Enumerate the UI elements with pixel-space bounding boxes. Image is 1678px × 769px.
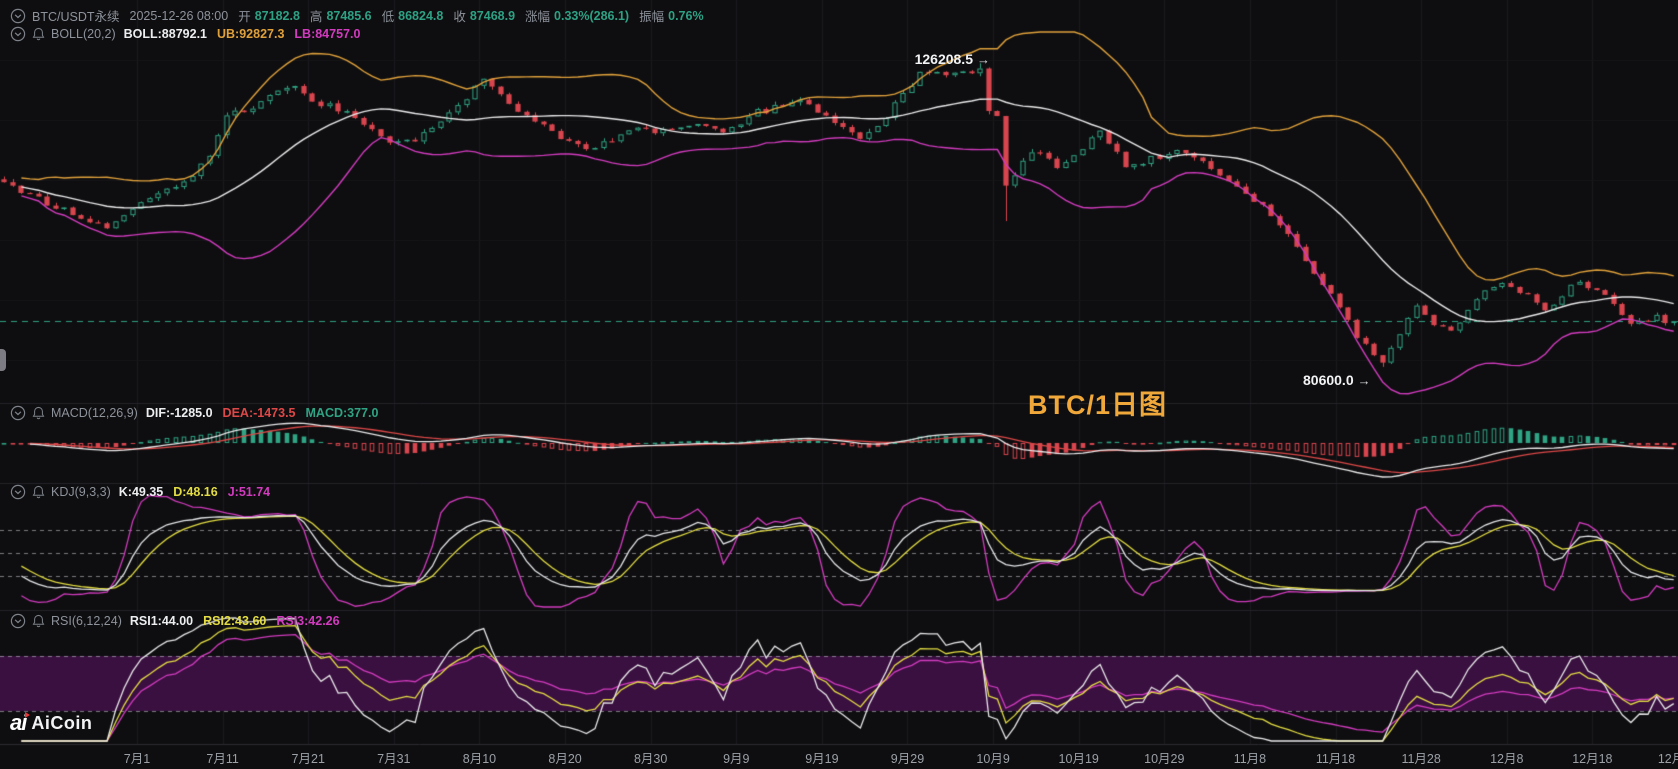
x-axis-label: 9月9 [723, 752, 750, 766]
x-axis-label: 11月28 [1401, 752, 1441, 766]
x-axis-label: 10月29 [1144, 752, 1185, 766]
rsi-header-row: RSI(6,12,24) RSI1:44.00 RSI2:43.60 RSI3:… [10, 613, 340, 629]
arrow-right-icon: → [977, 52, 990, 67]
x-axis-label: 10月19 [1058, 752, 1099, 766]
chart-watermark: BTC/1日图 [1028, 390, 1168, 420]
rsi3-value: RSI3:42.26 [276, 614, 340, 628]
logo-spark-icon [25, 712, 31, 718]
change-value: 0.33%(286.1) [554, 8, 630, 23]
kdj-name: KDJ(9,3,3) [51, 485, 111, 499]
x-axis-label: 11月18 [1315, 752, 1356, 766]
kdj-k-value: K:49.35 [118, 485, 164, 499]
change-label: 涨幅 [525, 10, 551, 24]
x-axis-label: 7月11 [206, 752, 239, 766]
alert-bell-icon[interactable] [32, 485, 45, 499]
x-axis-label: 9月19 [805, 752, 839, 766]
x-axis-label: 8月30 [633, 752, 668, 766]
x-axis-label: 7月31 [377, 752, 411, 766]
aicoin-logo: ai AiCoin [10, 710, 92, 736]
high-value: 87485.6 [326, 8, 372, 23]
collapse-chevron-icon[interactable] [10, 484, 26, 500]
x-axis-label: 7月1 [123, 752, 151, 766]
macd-dea-value: DEA:-1473.5 [222, 406, 296, 420]
candle-datetime: 2025-12-26 08:00 [129, 8, 229, 23]
collapse-chevron-icon[interactable] [10, 613, 26, 629]
high-label: 高 [309, 10, 323, 24]
x-axis-label: 9月29 [890, 752, 925, 766]
macd-name: MACD(12,26,9) [51, 406, 138, 420]
x-axis-label: 12月28 [1657, 752, 1678, 766]
alert-bell-icon[interactable] [32, 27, 45, 41]
x-axis-label: 8月20 [548, 752, 582, 766]
x-axis-label: 11月8 [1233, 752, 1267, 766]
boll-mid-value: BOLL:88792.1 [123, 27, 207, 41]
arrow-right-icon: → [1357, 373, 1371, 388]
symbol-name: BTC/USDT永续 [32, 10, 120, 24]
collapse-chevron-icon[interactable] [10, 405, 26, 421]
rsi2-value: RSI2:43.60 [203, 614, 267, 628]
boll-header-row: BOLL(20,2) BOLL:88792.1 UB:92827.3 LB:84… [10, 26, 360, 42]
low-value: 86824.8 [398, 8, 444, 23]
high-price-annotation: 126208.5 → [914, 51, 990, 67]
macd-dif-value: DIF:-1285.0 [145, 406, 213, 420]
boll-ub-value: UB:92827.3 [217, 27, 285, 41]
close-value: 87468.9 [469, 8, 516, 23]
low-label: 低 [381, 10, 395, 24]
x-axis-label: 12月8 [1490, 752, 1524, 766]
close-label: 收 [453, 10, 466, 24]
left-panel-handle[interactable] [0, 349, 6, 371]
x-axis-label: 10月9 [976, 752, 1010, 766]
x-axis-label: 12月18 [1572, 752, 1613, 766]
amplitude-value: 0.76% [668, 8, 704, 23]
open-label: 开 [238, 10, 251, 24]
low-price-annotation: 80600.0 → [1303, 372, 1371, 388]
macd-header-row: MACD(12,26,9) DIF:-1285.0 DEA:-1473.5 MA… [10, 405, 378, 421]
kdj-j-value: J:51.74 [227, 485, 271, 499]
aicoin-logo-mark: ai [10, 710, 31, 736]
aicoin-logo-text: AiCoin [31, 712, 93, 733]
alert-bell-icon[interactable] [32, 406, 45, 420]
x-axis-label: 7月21 [291, 752, 325, 766]
kdj-d-value: D:48.16 [173, 485, 218, 499]
macd-macd-value: MACD:377.0 [305, 406, 379, 420]
rsi-name: RSI(6,12,24) [51, 614, 122, 628]
boll-name: BOLL(20,2) [51, 27, 116, 41]
collapse-chevron-icon[interactable] [10, 8, 26, 24]
amplitude-label: 振幅 [639, 10, 665, 24]
rsi1-value: RSI1:44.00 [129, 614, 194, 628]
x-axis-label: 8月10 [462, 752, 497, 766]
open-value: 87182.8 [254, 8, 300, 23]
collapse-chevron-icon[interactable] [10, 26, 26, 42]
kdj-header-row: KDJ(9,3,3) K:49.35 D:48.16 J:51.74 [10, 484, 270, 500]
boll-lb-value: LB:84757.0 [294, 27, 361, 41]
alert-bell-icon[interactable] [32, 614, 45, 628]
symbol-header-row: BTC/USDT永续 2025-12-26 08:00 开 87182.8 高 87… [10, 6, 704, 25]
x-axis[interactable]: 7月1 7月11 7月21 7月31 8月10 8月20 8月30 9月9 9月19 9月29 10… [0, 746, 1678, 769]
